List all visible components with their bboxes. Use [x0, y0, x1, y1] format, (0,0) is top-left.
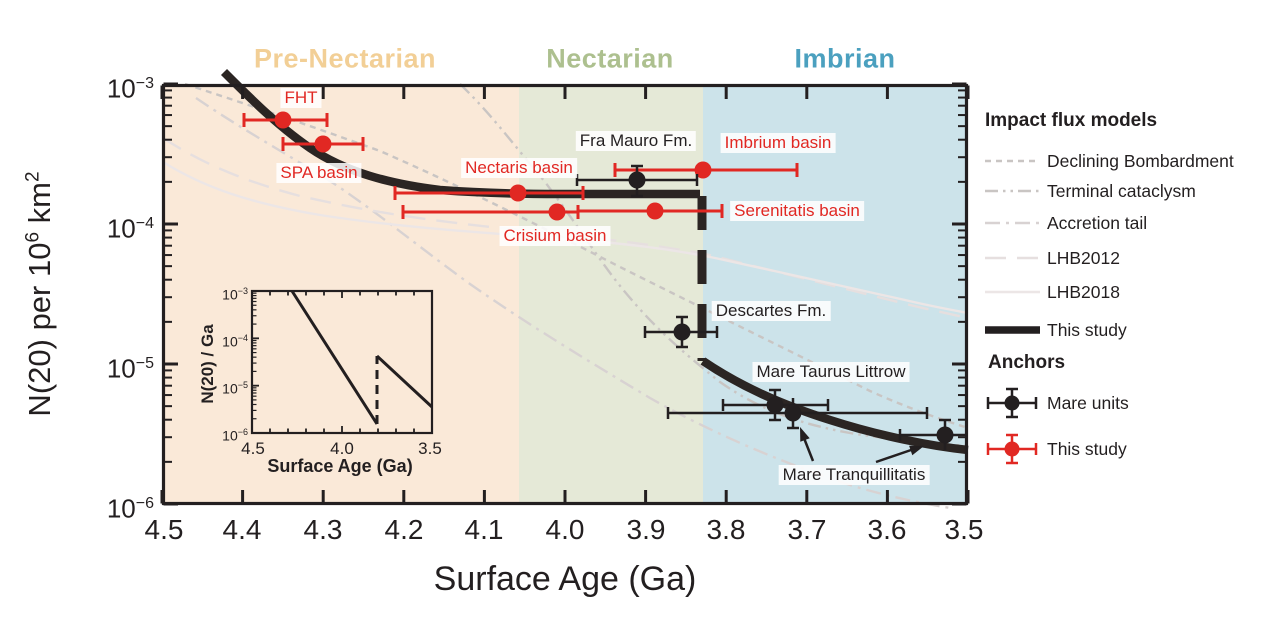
anchor-imbrium	[613, 161, 799, 179]
inset-ticks	[251, 290, 433, 434]
annotation-arrow	[875, 447, 915, 464]
x-tick: 4.5	[144, 514, 184, 545]
epoch-label-imbrian: Imbrian	[794, 43, 896, 74]
anchor-fra-mauro	[575, 164, 699, 198]
x-tick: 4.2	[384, 514, 424, 545]
legend-item-terminal-cataclysm: Terminal cataclysm	[1047, 181, 1196, 201]
label-imbrium-basin: Imbrium basin	[720, 133, 836, 153]
label-spa-basin: SPA basin	[276, 163, 362, 183]
label-nectaris-basin: Nectaris basin	[461, 158, 577, 178]
x-tick: 3.7	[787, 514, 827, 545]
legend-item-mare-units: Mare units	[1047, 393, 1129, 413]
legend-anchors-header: Anchors	[988, 352, 1066, 373]
label-crisium-basin: Crisium basin	[499, 226, 611, 246]
red-anchors	[242, 111, 799, 221]
anchor-spa	[281, 135, 365, 153]
x-tick: 3.6	[867, 514, 907, 545]
y-tick-1e-3: 10−3	[106, 73, 154, 104]
anchor-nectaris	[393, 184, 585, 202]
this-study-lower	[700, 357, 969, 455]
anchor-fht	[242, 111, 329, 129]
legend-item-this-study-line: This study	[1047, 320, 1127, 340]
legend-flux-header: Impact flux models	[985, 110, 1158, 131]
inset-x-tick: 4.0	[330, 439, 354, 458]
epoch-label-pre-nectarian: Pre-Nectarian	[253, 43, 437, 74]
axis-ticks	[160, 82, 970, 506]
label-fra-mauro: Fra Mauro Fm.	[575, 131, 697, 151]
black-anchors	[575, 164, 966, 450]
inset-y-tick: 10−4	[222, 333, 248, 350]
label-descartes: Descartes Fm.	[711, 301, 831, 321]
band-nectarian	[519, 85, 703, 504]
annotation-arrows	[800, 427, 924, 464]
inset-plot	[250, 289, 434, 435]
curve-declining-bombardment	[184, 82, 969, 430]
anchor-descartes	[643, 315, 719, 349]
legend-swatches	[985, 159, 1040, 465]
y-tick-1e-6: 10−6	[106, 493, 154, 524]
x-tick: 4.1	[464, 514, 504, 545]
inset-y-title: N(20) / Ga	[198, 324, 217, 404]
x-axis-title: Surface Age (Ga)	[433, 560, 697, 598]
x-tick: 4.4	[222, 514, 262, 545]
label-fht: FHT	[280, 88, 322, 108]
anchor-taurus-littrow	[721, 388, 830, 422]
legend-item-lhb2012: LHB2012	[1047, 248, 1120, 268]
y-tick-1e-4: 10−4	[106, 213, 154, 244]
inset-x-title: Surface Age (Ga)	[267, 456, 413, 476]
curve-accretion-tail	[195, 97, 951, 510]
x-tick: 4.0	[545, 514, 585, 545]
anchor-serenitatis	[578, 202, 724, 220]
swatch-mare-units	[986, 387, 1038, 419]
legend-item-lhb2018: LHB2018	[1047, 282, 1120, 302]
anchor-crisium	[401, 203, 580, 221]
label-taurus-littrow: Mare Taurus Littrow	[752, 362, 910, 382]
label-serenitatis-basin: Serenitatis basin	[730, 201, 864, 221]
legend-item-accretion-tail: Accretion tail	[1047, 213, 1148, 233]
x-tick: 3.9	[626, 514, 666, 545]
swatch-this-study-anchor	[986, 433, 1038, 465]
anchor-tranquillitatis-1	[666, 398, 929, 430]
x-tick: 3.5	[944, 514, 984, 545]
inset-y-tick: 10−3	[222, 286, 248, 303]
inset-y-tick: 10−5	[222, 380, 248, 397]
inset-curve	[290, 290, 434, 425]
inset-x-tick: 4.5	[241, 439, 265, 458]
y-tick-1e-5: 10−5	[106, 353, 154, 384]
y-axis-title: N(20) per 106 km2	[22, 171, 57, 417]
x-tick: 3.8	[706, 514, 746, 545]
inset-x-tick: 3.5	[418, 439, 442, 458]
label-tranquillitatis: Mare Tranquillitatis	[778, 465, 930, 485]
legend-item-declining-bombardment: Declining Bombardment	[1047, 151, 1234, 171]
anchor-tranquillitatis-2	[898, 418, 966, 450]
x-tick: 4.3	[303, 514, 343, 545]
inset-y-tick: 10−6	[222, 427, 248, 444]
epoch-label-nectarian: Nectarian	[546, 43, 674, 74]
legend-item-this-study-anchor: This study	[1047, 439, 1127, 459]
